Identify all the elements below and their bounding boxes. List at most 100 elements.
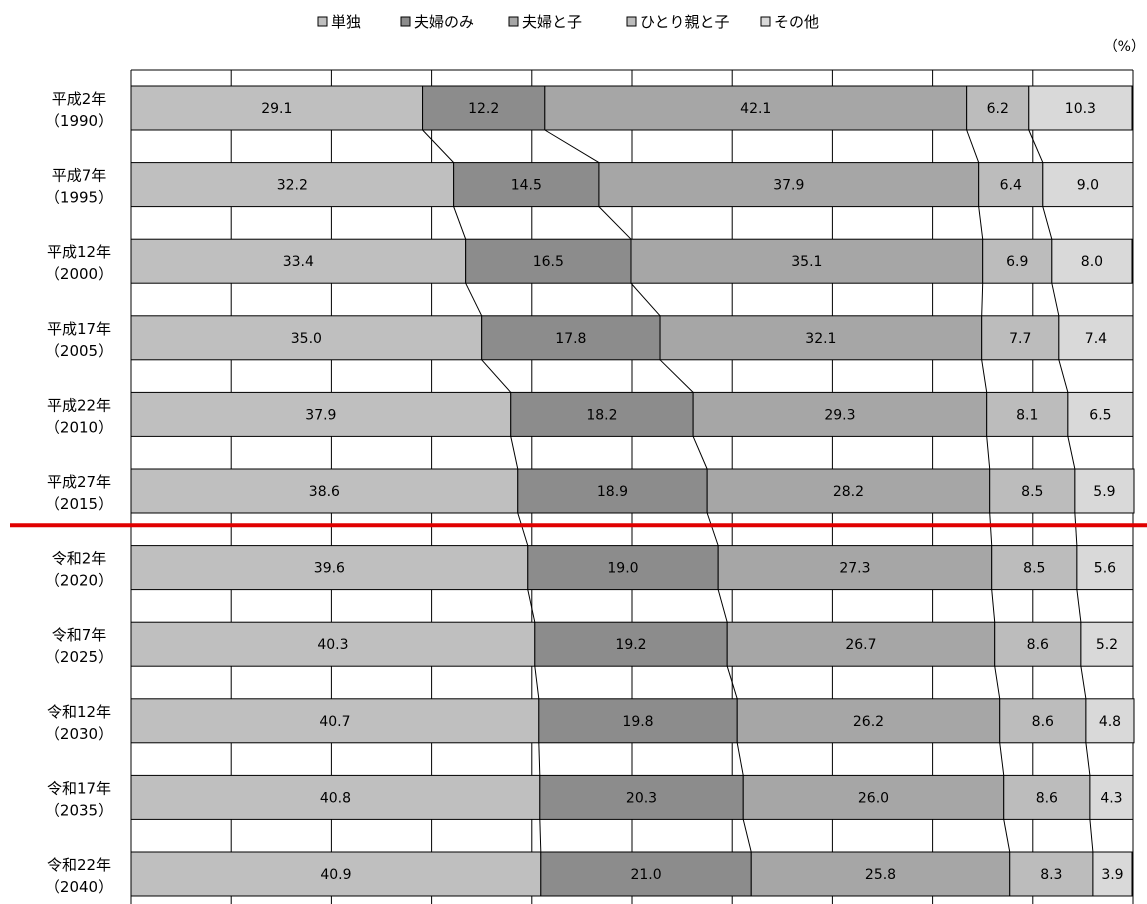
connector-7-2 [717,589,728,623]
bar-8-5 [1080,621,1134,667]
data-label-4-1: 35.0 [291,331,322,347]
connector-9-3 [999,742,1005,776]
connector-6-1 [517,512,529,546]
category-label-8: 令和7年 [52,626,107,644]
category-label-year-5: （2010） [45,418,113,436]
bar-3-4 [982,238,1053,284]
category-label-year-4: （2005） [45,342,113,360]
data-label-11-4: 8.3 [1040,867,1062,883]
bar-2-4 [978,162,1044,208]
connector-3-3 [981,283,984,316]
bar-8-1 [130,621,536,667]
bar-5-4 [986,391,1069,437]
data-label-4-2: 17.8 [555,331,586,347]
data-label-7-5: 5.6 [1094,561,1116,577]
bar-3-3 [630,238,984,284]
connector-1-1 [422,129,455,163]
data-label-10-4: 8.6 [1036,790,1058,806]
connector-7-1 [527,589,536,623]
legend-swatch-4 [626,16,637,27]
connector-8-2 [726,666,738,699]
connector-4-3 [981,359,988,393]
category-label-year-8: （2025） [45,648,113,666]
bar-7-3 [717,545,993,591]
data-label-3-5: 8.0 [1081,254,1103,270]
bar-4-2 [481,315,661,361]
connector-1-3 [966,129,980,163]
legend-label-3: 夫婦と子 [522,13,582,31]
data-label-5-5: 6.5 [1089,407,1111,423]
connector-4-2 [659,359,694,393]
bar-7-5 [1076,545,1134,591]
connector-5-3 [986,436,991,470]
bar-5-3 [692,391,988,437]
unit-label: （%） [1104,39,1145,55]
bar-4-1 [130,315,483,361]
bars [130,85,1135,897]
connector-2-1 [453,206,467,240]
connector-4-4 [1058,359,1069,393]
data-label-9-2: 19.8 [622,714,653,730]
data-label-7-4: 8.5 [1023,561,1045,577]
connector-10-1 [539,819,542,853]
bar-9-4 [999,698,1087,744]
category-label-year-6: （2015） [45,495,113,513]
data-label-9-3: 26.2 [853,714,884,730]
data-label-4-5: 7.4 [1085,331,1107,347]
bar-1-4 [966,85,1030,131]
data-label-9-1: 40.7 [319,714,350,730]
connector-5-1 [510,436,519,470]
data-label-8-2: 19.2 [615,637,646,653]
data-label-6-2: 18.9 [597,484,628,500]
data-label-10-5: 4.3 [1100,790,1122,806]
bar-8-2 [534,621,728,667]
connector-4-1 [481,359,512,393]
category-label-year-9: （2030） [45,725,113,743]
category-label-year-11: （2040） [45,878,113,896]
bar-5-5 [1067,391,1134,437]
data-label-10-1: 40.8 [320,790,351,806]
connector-5-2 [692,436,708,470]
data-label-11-5: 3.9 [1101,867,1123,883]
category-label-3: 平成12年 [47,243,111,261]
category-label-year-10: （2035） [45,801,113,819]
bar-1-2 [422,85,546,131]
category-label-5: 平成22年 [47,396,111,414]
data-label-6-5: 5.9 [1093,484,1115,500]
data-label-3-2: 16.5 [533,254,564,270]
data-label-9-5: 4.8 [1099,714,1121,730]
data-label-10-2: 20.3 [626,790,657,806]
bar-2-5 [1042,162,1134,208]
data-label-5-3: 29.3 [824,407,855,423]
connector-10-3 [1003,819,1011,853]
bar-2-2 [453,162,600,208]
bar-6-1 [130,468,519,514]
connector-2-3 [978,206,984,240]
data-label-6-1: 38.6 [309,484,340,500]
data-label-7-1: 39.6 [314,561,345,577]
connector-3-2 [630,282,661,317]
bar-9-2 [538,698,738,744]
data-label-1-2: 12.2 [468,101,499,117]
connector-5-4 [1067,436,1076,470]
legend-swatch-5 [760,16,771,27]
data-label-5-1: 37.9 [305,407,336,423]
data-label-1-4: 6.2 [987,101,1009,117]
connector-6-2 [706,512,719,546]
data-label-9-4: 8.6 [1032,714,1054,730]
category-label-6: 平成27年 [47,473,111,491]
bar-11-4 [1009,851,1094,897]
category-label-year-7: （2020） [45,572,113,590]
data-label-2-2: 14.5 [511,178,542,194]
data-label-4-3: 32.1 [805,331,836,347]
bar-11-1 [130,851,542,897]
connector-3-1 [465,282,483,317]
bar-1-5 [1028,85,1133,131]
category-label-year-1: （1990） [45,112,113,130]
bar-11-2 [540,851,752,897]
legend-swatch-3 [508,16,519,27]
data-label-7-3: 27.3 [839,561,870,577]
bar-2-1 [130,162,455,208]
bar-3-1 [130,238,467,284]
